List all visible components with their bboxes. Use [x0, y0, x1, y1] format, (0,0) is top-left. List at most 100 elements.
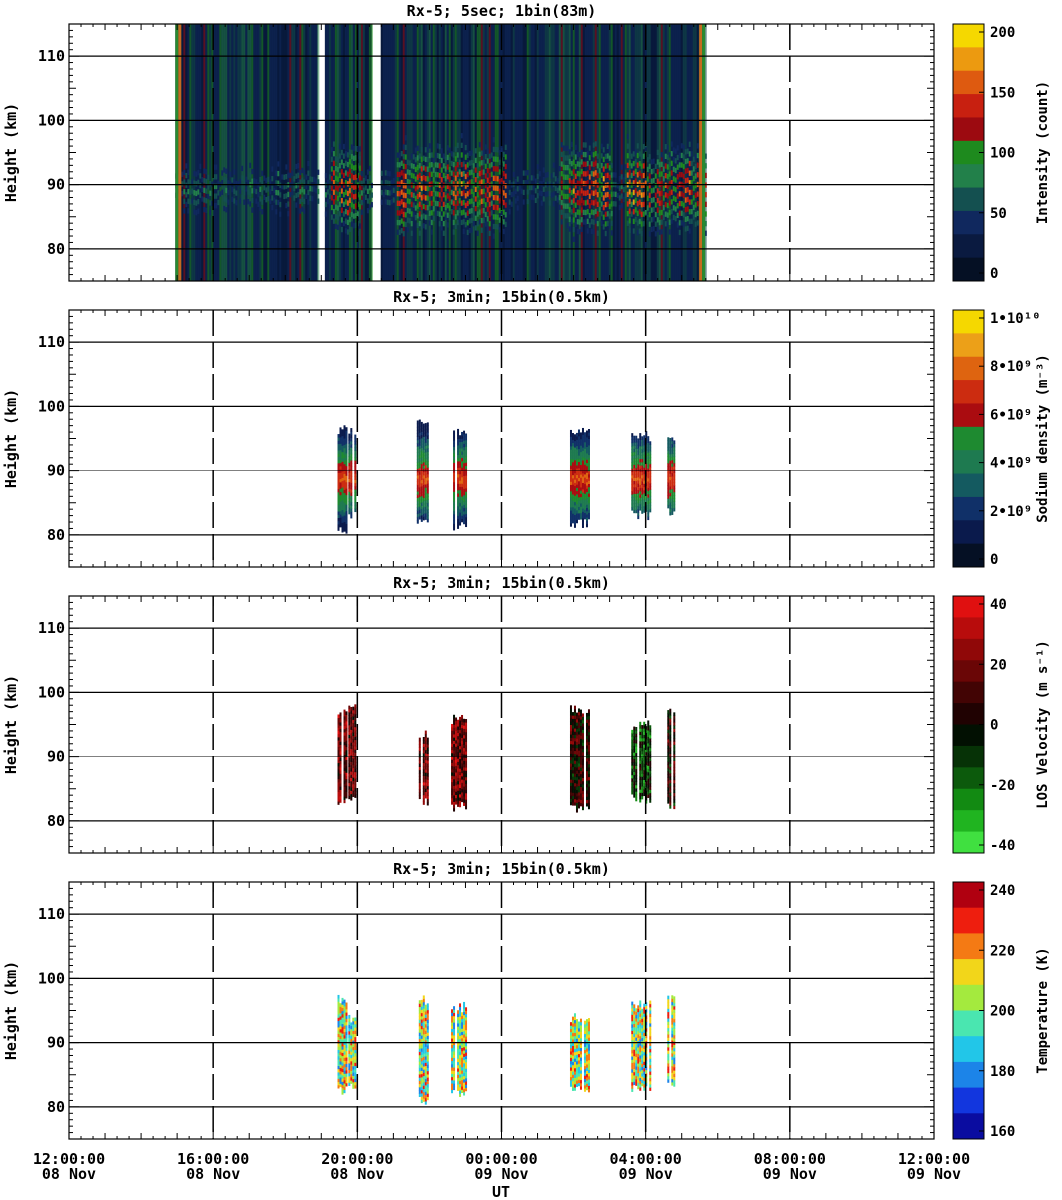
data-cell	[343, 473, 346, 478]
data-cell	[345, 456, 348, 460]
data-cell	[596, 220, 599, 227]
data-cell	[569, 740, 572, 745]
data-cell	[463, 722, 466, 726]
data-cell	[649, 483, 652, 487]
data-cell	[585, 751, 588, 756]
data-cell	[457, 480, 460, 484]
colorbar-swatch	[953, 140, 984, 165]
data-cell	[638, 180, 641, 186]
data-cell	[223, 186, 226, 192]
data-cell	[352, 184, 355, 190]
data-cell	[604, 211, 607, 217]
data-cell	[339, 488, 342, 493]
data-cell	[418, 506, 421, 510]
data-cell	[585, 716, 588, 720]
data-cell	[422, 213, 425, 219]
data-cell	[637, 454, 640, 459]
panel-title: Rx-5; 5sec; 1bin(83m)	[407, 2, 597, 20]
data-cell	[455, 775, 458, 779]
data-cell	[571, 728, 574, 732]
data-cell	[673, 498, 676, 502]
data-cell	[600, 220, 603, 227]
data-cell	[350, 716, 353, 721]
data-cell	[640, 182, 643, 189]
data-cell	[696, 152, 699, 159]
data-cell	[452, 181, 455, 187]
data-cell	[418, 474, 421, 478]
data-column	[328, 24, 331, 281]
data-column	[233, 24, 236, 281]
data-cell	[635, 461, 638, 466]
data-cell	[562, 193, 565, 199]
data-cell	[641, 731, 644, 736]
data-cell	[492, 204, 495, 210]
data-cell	[649, 460, 652, 465]
data-cell	[669, 721, 672, 726]
data-cell	[633, 506, 636, 510]
data-cell	[345, 749, 348, 754]
data-cell	[465, 792, 468, 797]
data-cell	[633, 477, 636, 482]
data-cell	[339, 510, 342, 515]
data-cell	[451, 743, 454, 747]
data-cell	[453, 513, 456, 518]
data-cell	[643, 753, 646, 758]
data-cell	[576, 190, 579, 196]
data-cell	[452, 152, 455, 158]
data-cell	[348, 497, 351, 502]
data-cell	[337, 769, 340, 773]
data-cell	[370, 202, 373, 208]
data-cell	[647, 759, 650, 763]
data-cell	[635, 496, 638, 501]
data-cell	[354, 784, 357, 789]
data-cell	[465, 488, 468, 492]
data-cell	[464, 164, 467, 170]
data-cell	[587, 744, 590, 749]
data-cell	[426, 444, 429, 449]
data-cell	[463, 482, 466, 486]
data-cell	[622, 186, 625, 193]
data-cell	[666, 193, 669, 199]
data-cell	[579, 777, 582, 781]
data-cell	[459, 723, 462, 727]
data-cell	[334, 223, 337, 230]
data-cell	[570, 160, 573, 167]
data-cell	[667, 498, 670, 502]
data-cell	[432, 196, 435, 202]
data-cell	[295, 192, 298, 199]
colorbar-tick-label: 6•10⁹	[990, 407, 1032, 423]
data-cell	[422, 791, 425, 796]
data-cell	[453, 523, 456, 528]
data-cell	[247, 189, 250, 195]
data-cell	[575, 792, 578, 797]
data-cell	[577, 772, 580, 777]
data-cell	[645, 783, 648, 788]
data-cell	[231, 187, 234, 193]
data-cell	[269, 189, 272, 195]
data-cell	[649, 747, 652, 752]
data-cell	[684, 197, 687, 203]
data-cell	[453, 766, 456, 770]
data-cell	[358, 194, 361, 200]
data-cell	[633, 732, 636, 737]
data-cell	[581, 501, 584, 506]
data-cell	[337, 514, 340, 518]
data-cell	[673, 472, 676, 477]
data-cell	[576, 170, 579, 177]
data-cell	[426, 779, 429, 783]
data-cell	[587, 464, 590, 468]
data-cell	[670, 160, 673, 166]
data-cell	[667, 738, 670, 743]
data-cell	[579, 796, 582, 800]
data-cell	[457, 470, 460, 475]
data-cell	[412, 183, 415, 189]
data-cell	[643, 724, 646, 729]
data-cell	[418, 503, 421, 507]
data-cell	[438, 221, 441, 227]
data-cell	[588, 212, 591, 219]
data-cell	[463, 469, 466, 473]
data-cell	[590, 199, 593, 206]
data-cell	[571, 449, 574, 453]
data-cell	[500, 176, 503, 182]
data-cell	[668, 152, 671, 158]
